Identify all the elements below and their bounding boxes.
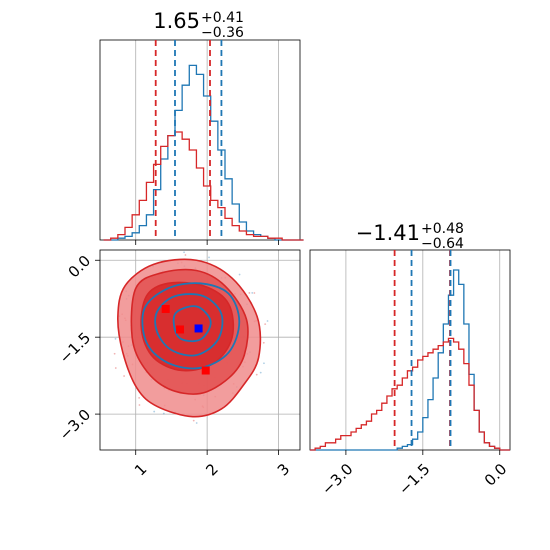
red-marker [201,366,210,375]
scatter-panel-frame [99,249,301,451]
scatter-sample-point [255,373,258,376]
blue-histogram-line [310,269,510,451]
param-1-title-lower-error: −0.36 [201,25,244,41]
scatter-sample-point [195,422,198,424]
param-1-x-tick-label: 2 [202,460,221,479]
blue-contour-level [172,305,212,343]
scatter-sample-point [184,254,187,256]
histogram-panel-param-1: 1.65 +0.41 −0.36 [99,9,304,245]
param-2-x-tick-label: −3.0 [318,460,356,498]
scatter-sample-point [238,273,241,276]
param-2-x-tick-label: 0.0 [481,460,511,490]
scatter-sample-point [259,371,262,374]
scatter-sample-point [153,410,156,413]
param-1-x-tick-label: 3 [274,460,293,479]
red-histogram-line [103,131,304,241]
param-1-title-upper-error: +0.41 [201,10,244,26]
scatter-sample-point [264,323,267,326]
scatter-sample-point [208,256,210,259]
red-marker [176,325,184,334]
param-2-y-tick-label: −1.5 [56,329,94,367]
histogram-panel-frame [99,39,301,241]
scatter-sample-point [138,404,141,406]
scatter-sample-point [192,419,195,422]
scatter-sample-point [263,362,265,365]
scatter-sample-point [266,320,269,322]
red-marker [161,304,170,313]
param-2-y-tick-label: −3.0 [56,406,94,444]
scatter-sample-point [114,367,117,369]
scatter-sample-point [262,341,265,344]
blue-marker [194,324,203,333]
scatter-sample-point [123,375,125,377]
blue-contour-level [141,282,241,370]
blue-contour-level [154,293,224,357]
scatter-sample-point [248,292,251,294]
scatter-sample-point [183,251,185,254]
scatter-plot-area [100,250,300,450]
param-2-title-value: −1.41 [356,221,420,245]
histogram-panel-param-2: −1.41 +0.48 −0.64 −3.0 −1.5 0.0 [309,221,511,499]
scatter-sample-point [114,337,117,340]
scatter-2d-panel: 1 2 3 −3.0 −1.5 0.0 [56,249,301,480]
param-2-title-upper-error: +0.48 [421,221,464,237]
param-2-y-tick-label: 0.0 [65,252,95,282]
scatter-sample-point [162,412,165,415]
param-2-x-tick-label: −1.5 [395,460,433,498]
histogram-panel-frame [309,249,511,451]
param-2-title-lower-error: −0.64 [421,236,464,252]
scatter-sample-point [138,396,141,399]
param-1-title-value: 1.65 [153,9,200,33]
blue-histogram-line [103,64,304,241]
scatter-sample-point [113,352,116,355]
red-histogram-line [310,337,510,451]
scatter-sample-point [253,292,256,294]
param-1-x-tick-label: 1 [131,460,150,479]
scatter-sample-point [251,292,254,294]
